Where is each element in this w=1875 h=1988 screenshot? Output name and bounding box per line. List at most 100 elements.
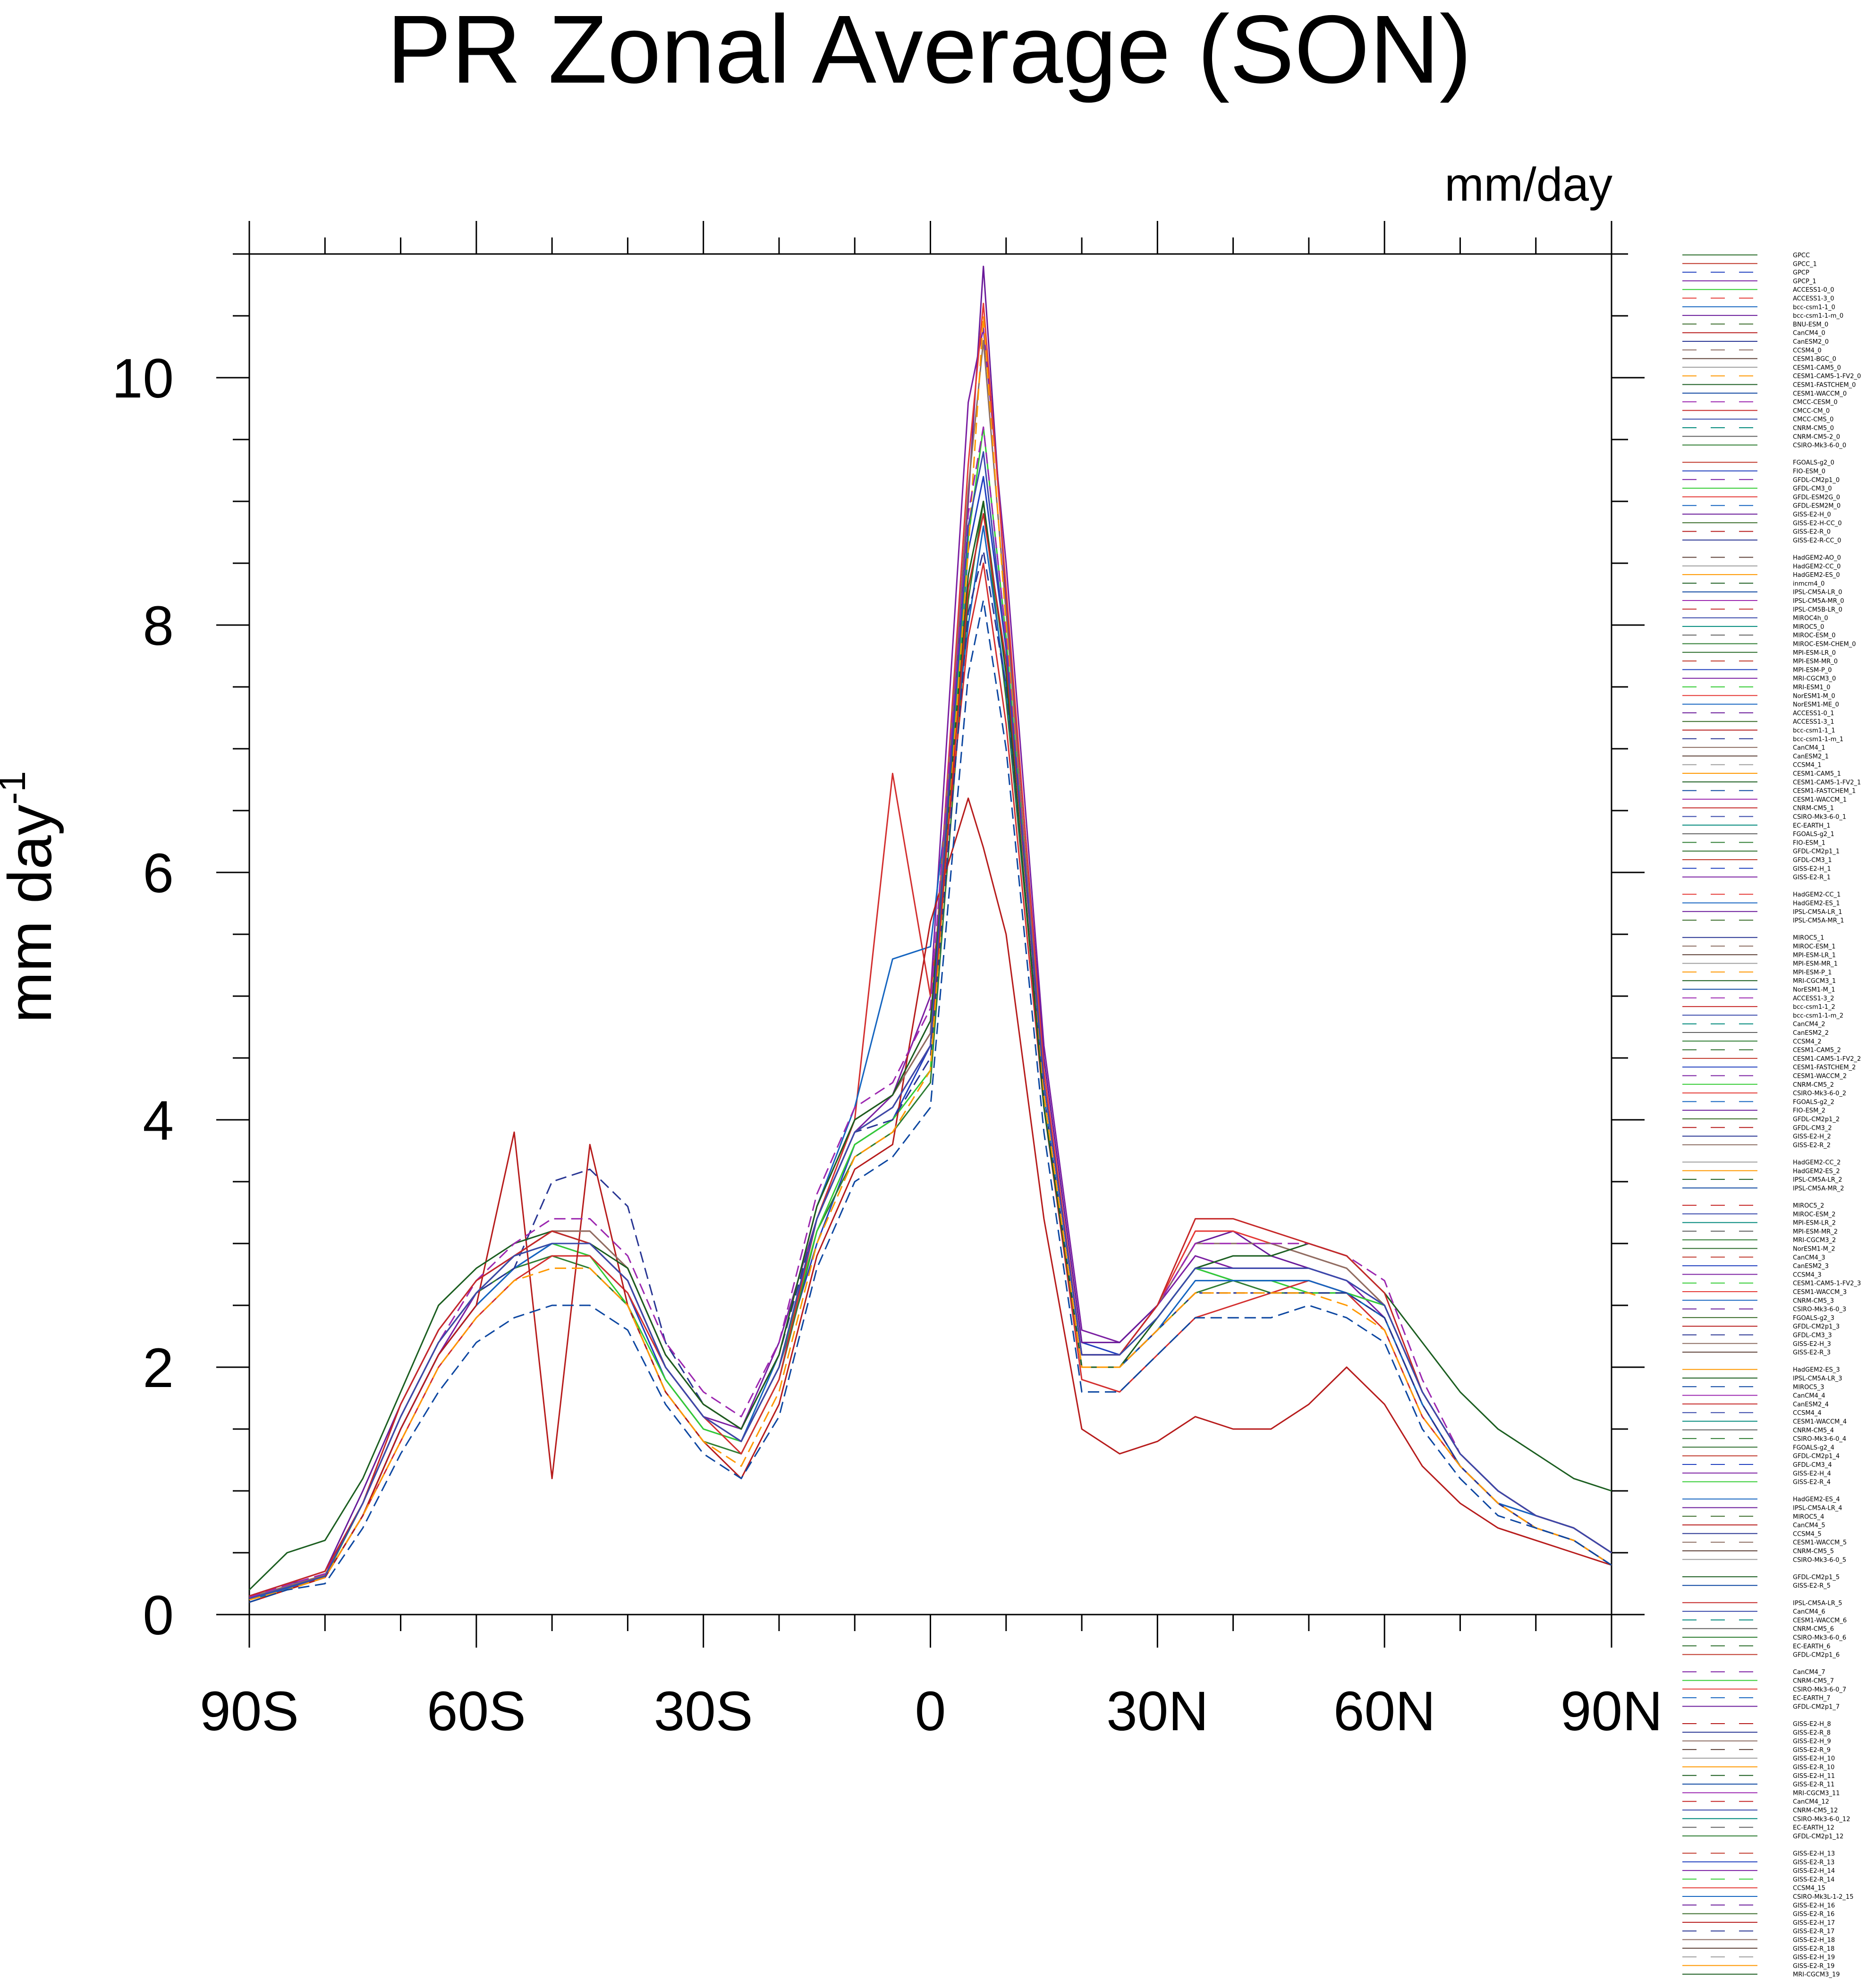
legend-entry-label: NorESM1-M_1: [1793, 987, 1835, 994]
legend-entry-label: MIROC-ESM_1: [1793, 943, 1836, 950]
legend-entry-label: GFDL-CM2p1_6: [1793, 1652, 1840, 1659]
legend-entry-label: CSIRO-Mk3L-1-2_15: [1793, 1894, 1853, 1901]
legend-entry-label: CanCM4_6: [1793, 1608, 1825, 1616]
legend-entry-label: MPI-ESM-P_0: [1793, 667, 1832, 674]
legend-entry-label: EC-EARTH_6: [1793, 1643, 1831, 1650]
svg-text:mm day-1: mm day-1: [0, 771, 64, 1023]
legend-entry-label: MPI-ESM-MR_2: [1793, 1228, 1838, 1235]
series-line-cesm1-bgc-0: [249, 339, 1612, 1598]
legend-entry-label: CSIRO-Mk3-6-0_6: [1793, 1634, 1846, 1641]
legend-entry-label: ACCESS1-3_2: [1793, 995, 1834, 1002]
y-tick-label: 8: [143, 595, 174, 657]
legend-entry-label: CESM1-WACCM_1: [1793, 796, 1847, 804]
legend-entry-label: GISS-E2-H_10: [1793, 1755, 1835, 1762]
legend-entry-label: MRI-CGCM3_2: [1793, 1237, 1836, 1244]
legend-entry-label: GISS-E2-R_13: [1793, 1859, 1834, 1866]
legend-entry-label: CanCM4_2: [1793, 1021, 1825, 1028]
legend-entry-label: CNRM-CM5_0: [1793, 425, 1834, 432]
legend-entry-label: CanESM2_2: [1793, 1030, 1829, 1037]
legend-entry-label: CSIRO-Mk3-6-0_1: [1793, 814, 1846, 821]
legend-entry-label: GISS-E2-R_11: [1793, 1781, 1834, 1788]
legend-entry-label: MPI-ESM-LR_1: [1793, 952, 1836, 959]
y-axis-label: mm day-1: [0, 771, 64, 1023]
legend-entry-label: MPI-ESM-LR_2: [1793, 1220, 1836, 1227]
legend-entry-label: GISS-E2-H_17: [1793, 1920, 1835, 1927]
legend-entry-label: CanCM4_0: [1793, 330, 1825, 337]
legend-entry-label: MRI-ESM1_0: [1793, 684, 1831, 691]
legend-entry-label: IPSL-CM5A-MR_0: [1793, 598, 1844, 605]
legend-entry-label: GPCP: [1793, 270, 1809, 277]
legend-entry-label: MPI-ESM-P_1: [1793, 969, 1832, 976]
series-line-miroc5-0: [249, 426, 1612, 1598]
legend-entry-label: CSIRO-Mk3-6-0_4: [1793, 1436, 1846, 1443]
legend-entry-label: CESM1-BGC_0: [1793, 356, 1836, 363]
legend-entry-label: CESM1-CAM5-1-FV2_2: [1793, 1056, 1861, 1063]
legend-entry-label: EC-EARTH_1: [1793, 822, 1831, 829]
legend-entry-label: FIO-ESM_0: [1793, 468, 1825, 475]
legend-entry-label: IPSL-CM5A-MR_2: [1793, 1185, 1844, 1192]
legend-entry-label: MPI-ESM-LR_0: [1793, 650, 1836, 657]
legend-entry-label: IPSL-CM5A-LR_1: [1793, 909, 1842, 916]
legend-entry-label: GFDL-CM3_3: [1793, 1332, 1832, 1339]
legend-entry-label: GISS-E2-R_2: [1793, 1142, 1831, 1149]
legend-entry-label: GISS-E2-R_0: [1793, 529, 1831, 536]
legend-entry-label: GISS-E2-H_18: [1793, 1937, 1835, 1944]
legend-entry-label: bcc-csm1-1-m_0: [1793, 313, 1843, 320]
plot-frame: [248, 221, 1612, 1648]
legend-entry-label: MRI-CGCM3_0: [1793, 676, 1836, 683]
legend-entry-label: GISS-E2-H_9: [1793, 1738, 1831, 1745]
legend-entry-label: CESM1-CAM5_0: [1793, 364, 1841, 372]
legend-entry-label: CCSM4_1: [1793, 762, 1822, 769]
legend-entry-label: HadGEM2-CC_0: [1793, 563, 1841, 570]
legend-entry-label: CESM1-CAM5-1-FV2_3: [1793, 1280, 1861, 1287]
legend-entry-label: GISS-E2-H_8: [1793, 1721, 1831, 1728]
legend-entry-label: ACCESS1-3_0: [1793, 296, 1834, 303]
legend-entry-label: HadGEM2-ES_4: [1793, 1496, 1840, 1503]
legend-entry-label: NorESM1-M_2: [1793, 1246, 1835, 1253]
legend-entry-label: CNRM-CM5_4: [1793, 1427, 1834, 1434]
legend-entry-label: MIROC5_1: [1793, 935, 1824, 942]
legend-entry-label: CanESM2_4: [1793, 1401, 1829, 1408]
series-line-bnu-esm-0: [249, 265, 1612, 1597]
legend-entry-label: GFDL-ESM2G_0: [1793, 494, 1840, 501]
legend-entry-label: bcc-csm1-1-m_2: [1793, 1012, 1843, 1019]
legend-entry-label: CSIRO-Mk3-6-0_0: [1793, 442, 1846, 449]
legend-entry-label: CESM1-FASTCHEM_0: [1793, 382, 1856, 389]
legend-entry-label: CMCC-CM_0: [1793, 407, 1830, 415]
legend-entry-label: CESM1-WACCM_2: [1793, 1073, 1847, 1080]
legend-entry-label: GFDL-CM2p1_1: [1793, 848, 1840, 855]
x-tick-label: 60N: [1333, 1680, 1435, 1743]
legend-entry-label: HadGEM2-CC_2: [1793, 1159, 1841, 1167]
legend-entry-label: MRI-CGCM3_19: [1793, 1971, 1840, 1979]
legend-entry-label: MIROC5_2: [1793, 1202, 1824, 1210]
y-tick-label: 2: [143, 1337, 174, 1399]
legend-entry-label: CESM1-WACCM_5: [1793, 1540, 1847, 1547]
legend-entry-label: CCSM4_5: [1793, 1531, 1822, 1538]
legend-entry-label: GISS-E2-R_5: [1793, 1582, 1831, 1590]
legend-entry-label: bcc-csm1-1-m_1: [1793, 736, 1843, 743]
legend-entry-label: MIROC5_4: [1793, 1514, 1824, 1521]
legend-entry-label: ACCESS1-3_1: [1793, 719, 1834, 726]
legend-entry-label: ACCESS1-0_1: [1793, 710, 1834, 717]
y-tick-label: 10: [112, 347, 174, 410]
legend-entry-label: CESM1-CAM5_2: [1793, 1047, 1841, 1054]
legend-entry-label: CanCM4_7: [1793, 1669, 1825, 1676]
y-axis-label-superscript: -1: [0, 771, 33, 804]
series-line-gpcp-1: [249, 327, 1612, 1597]
legend-entry-label: FIO-ESM_2: [1793, 1108, 1825, 1115]
legend-entry-label: CESM1-WACCM_3: [1793, 1289, 1847, 1296]
legend-entry-label: CSIRO-Mk3-6-0_12: [1793, 1816, 1850, 1823]
legend-entry-label: GISS-E2-R_4: [1793, 1479, 1831, 1486]
legend-entry-label: CESM1-WACCM_4: [1793, 1419, 1847, 1426]
legend-entry-label: CNRM-CM5_3: [1793, 1297, 1834, 1304]
legend-entry-label: CanCM4_5: [1793, 1522, 1825, 1529]
x-tick-label: 90N: [1561, 1680, 1663, 1743]
legend-entry-label: GFDL-CM3_4: [1793, 1462, 1832, 1469]
legend-entry-label: MIROC4h_0: [1793, 615, 1828, 622]
legend-entry-label: GFDL-CM2p1_5: [1793, 1574, 1840, 1581]
legend-entry-label: CCSM4_15: [1793, 1885, 1825, 1892]
legend-entry-label: FIO-ESM_1: [1793, 839, 1825, 846]
legend-entry-label: MRI-CGCM3_1: [1793, 978, 1836, 985]
legend-entry-label: GISS-E2-R_1: [1793, 874, 1831, 881]
